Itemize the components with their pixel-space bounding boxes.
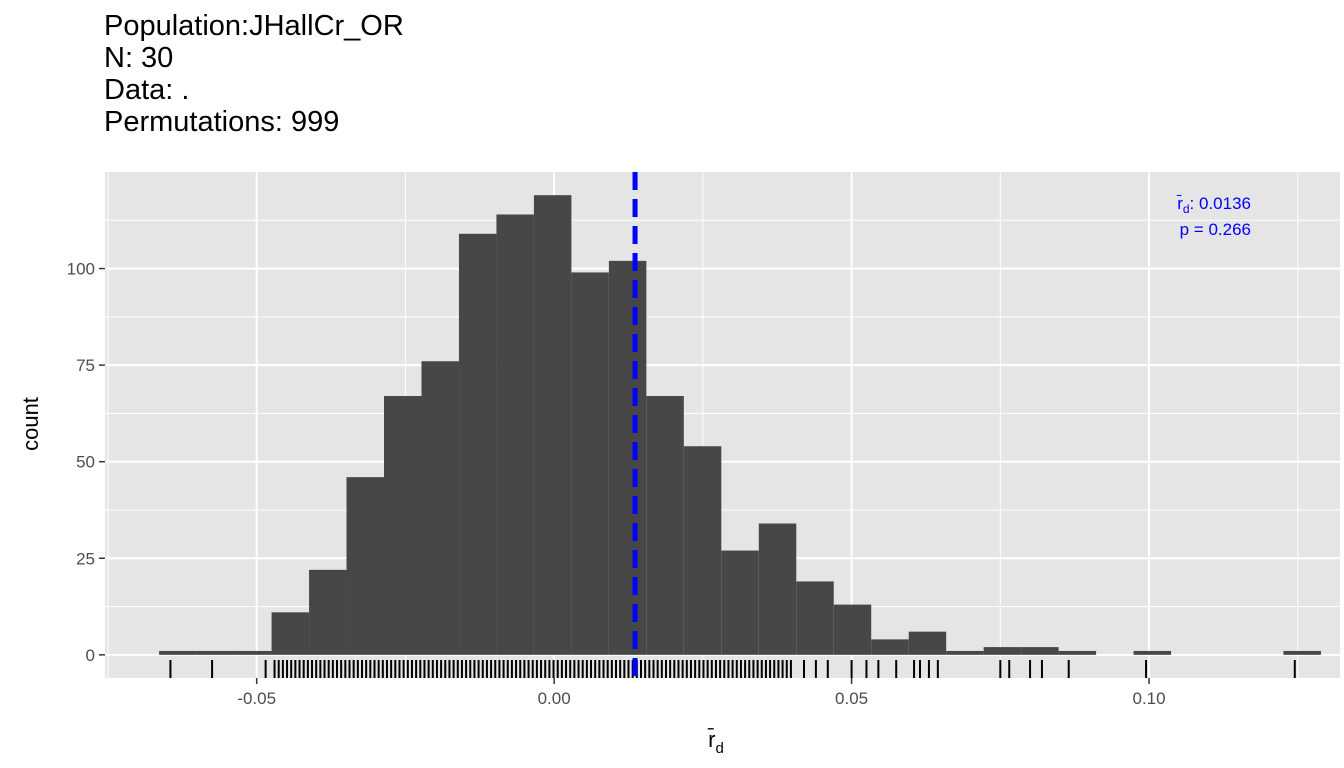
y-axis: 0 25 50 75 100 (67, 260, 105, 665)
y-tick-label: 50 (76, 453, 95, 472)
annotation-rbar-symbol: r̄ (1176, 194, 1183, 213)
histogram-bar (683, 446, 722, 655)
histogram-bar (1133, 650, 1172, 655)
y-tick-label: 100 (67, 260, 95, 279)
histogram-bar (946, 650, 984, 655)
annotation-observed-value: : 0.0136 (1190, 194, 1251, 213)
title-permutations: Permutations: 999 (104, 106, 340, 138)
y-axis-title: count (18, 397, 43, 451)
title-block: Population:JHallCr_OR N: 30 Data: . Perm… (104, 10, 404, 138)
histogram-bar (983, 647, 1022, 655)
histogram-bar (796, 581, 834, 655)
histogram-bar (234, 650, 272, 655)
histogram-bar (608, 260, 647, 655)
x-tick-label: 0.00 (538, 689, 571, 708)
histogram-bar (908, 631, 947, 655)
x-axis: -0.05 0.00 0.05 0.10 (237, 678, 1166, 708)
y-tick-label: 0 (86, 646, 95, 665)
title-population: Population:JHallCr_OR (104, 10, 404, 42)
x-tick-label: -0.05 (237, 689, 276, 708)
histogram-bar (1283, 650, 1321, 655)
histogram-bar (309, 569, 347, 655)
histogram-bar (496, 214, 534, 655)
x-axis-title-subscript: d (715, 740, 723, 757)
title-n: N: 30 (104, 42, 174, 74)
histogram-bar (646, 396, 684, 655)
histogram-bar (1021, 647, 1059, 655)
x-axis-title-symbol: r̄ (708, 727, 716, 752)
x-axis-title: r̄d (708, 727, 724, 757)
histogram-bar (196, 650, 235, 655)
x-tick-label: 0.10 (1132, 689, 1165, 708)
annotation-observed: r̄d: 0.0136 (1176, 194, 1251, 216)
annotation-p-value: p = 0.266 (1180, 220, 1251, 239)
histogram-bar (159, 650, 197, 655)
title-data: Data: . (104, 74, 190, 106)
grid-major (105, 172, 1340, 678)
y-tick-label: 25 (76, 549, 95, 568)
x-tick-label: 0.05 (835, 689, 868, 708)
histogram-bar (1058, 650, 1097, 655)
histogram-bar (458, 233, 497, 655)
histogram-bar (384, 396, 422, 655)
histogram-bar (758, 523, 797, 655)
y-tick-label: 75 (76, 356, 95, 375)
histogram-bar (421, 361, 459, 655)
histogram-bar (833, 604, 872, 655)
histogram-bars (159, 195, 1321, 655)
rug-marks (169, 660, 1296, 678)
annotation-rbar-subscript: d (1183, 202, 1190, 216)
histogram-bar (871, 639, 909, 655)
histogram-bar (533, 195, 572, 655)
histogram-bar (346, 477, 385, 655)
histogram-bar (271, 612, 310, 655)
histogram-bar (571, 272, 609, 655)
histogram-bar (721, 550, 759, 655)
